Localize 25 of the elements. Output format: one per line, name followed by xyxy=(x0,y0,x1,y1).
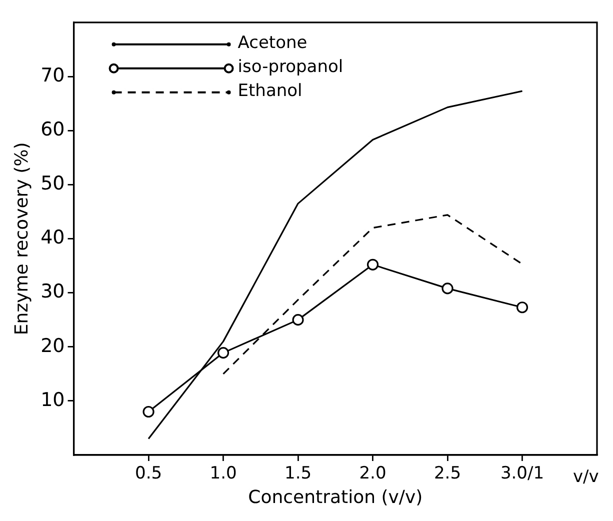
y-tick-label: 10 xyxy=(40,388,65,411)
x-axis-title: Concentration (v/v) xyxy=(248,486,423,508)
y-tick-label: 20 xyxy=(40,334,65,357)
y-tick-label: 50 xyxy=(40,172,65,195)
x-tick-label: 2.5 xyxy=(434,464,462,484)
y-tick-label: 30 xyxy=(40,280,65,303)
point xyxy=(516,302,528,314)
x-tick-label: 0.5 xyxy=(135,464,162,484)
legend-label: Ethanol xyxy=(238,80,302,101)
point xyxy=(442,282,454,294)
y-tick-label: 40 xyxy=(40,226,65,249)
y-tick-label: 70 xyxy=(40,64,65,86)
y-axis-title: Enzyme recovery (%) xyxy=(11,142,32,336)
x-tick-label: 1.5 xyxy=(284,464,312,484)
point xyxy=(217,347,230,359)
point xyxy=(366,258,379,270)
y-tick-label: 60 xyxy=(40,118,65,140)
x-tick-label: 3.0/1 xyxy=(500,464,544,484)
legend-label: iso-propanol xyxy=(238,56,344,77)
point xyxy=(142,406,154,418)
x-tick-label: 2.0 xyxy=(359,464,386,484)
x-tick-label: 1.0 xyxy=(210,464,237,484)
point xyxy=(292,314,304,326)
text: v/v xyxy=(573,466,599,487)
legend-label: Acetone xyxy=(238,32,308,53)
